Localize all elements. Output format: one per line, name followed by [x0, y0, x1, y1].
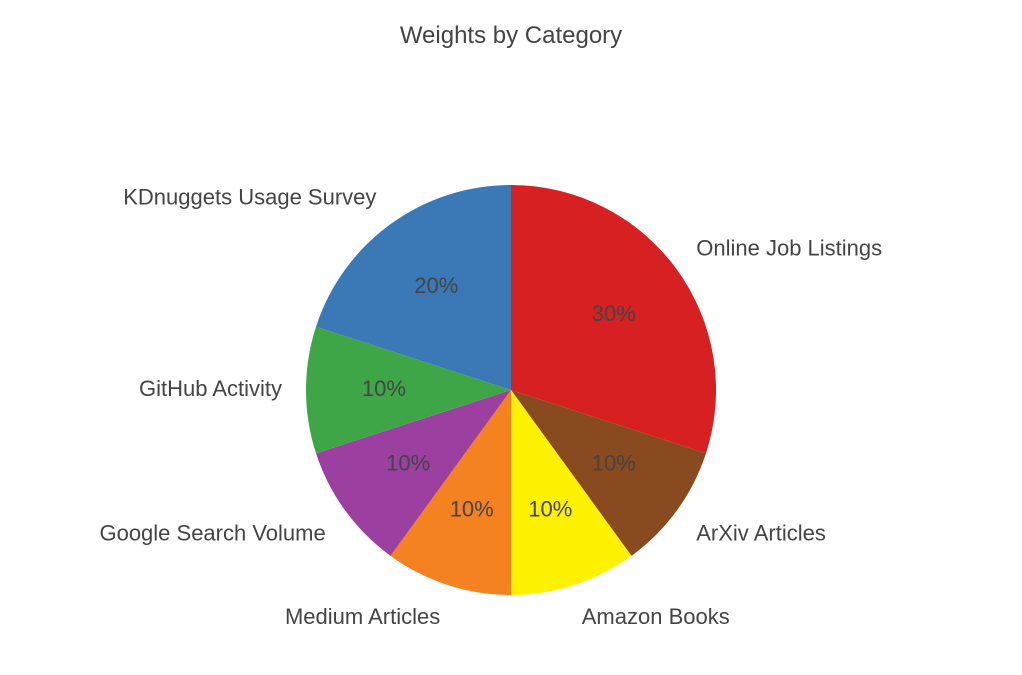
slice-category-label: ArXiv Articles — [696, 521, 826, 546]
pie-chart-svg: 30% Online Job Listings 10% ArXiv Articles 1… — [0, 0, 1022, 675]
slice-category-label: Online Job Listings — [696, 235, 882, 260]
slice-percent-label: 10% — [386, 451, 430, 476]
slice-percent-label: 20% — [414, 273, 458, 298]
slice-category-label: Amazon Books — [582, 604, 730, 629]
slice-percent-label: 10% — [528, 497, 572, 522]
slice-percent-label: 10% — [592, 451, 636, 476]
slice-category-label: GitHub Activity — [139, 376, 282, 401]
slice-percent-label: 10% — [450, 497, 494, 522]
slice-category-label: KDnuggets Usage Survey — [123, 185, 376, 210]
pie-chart-container: Weights by Category 30%Online Job Listin… — [0, 0, 1022, 675]
slice-category-label: Medium Articles — [285, 604, 440, 629]
slice-category-label: Google Search Volume — [99, 521, 325, 546]
slice-percent-label: 10% — [362, 376, 406, 401]
slice-percent-label: 30% — [592, 301, 636, 326]
